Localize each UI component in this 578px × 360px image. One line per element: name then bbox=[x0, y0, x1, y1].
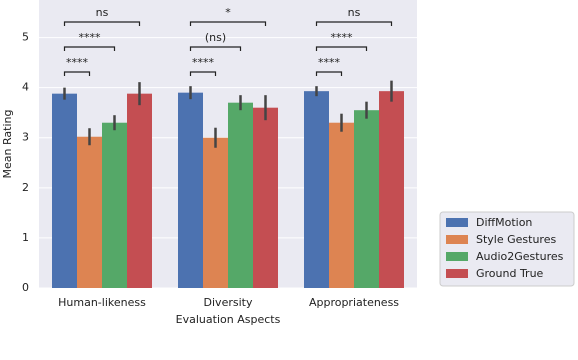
bar bbox=[102, 122, 127, 288]
legend-swatch bbox=[446, 235, 468, 244]
significance-bracket bbox=[315, 46, 368, 51]
significance-bracket bbox=[315, 71, 343, 76]
bar bbox=[203, 137, 228, 288]
x-tick-label: Diversity bbox=[204, 296, 253, 309]
significance-bracket bbox=[315, 21, 393, 26]
bar bbox=[178, 92, 203, 289]
significance-label: **** bbox=[192, 56, 215, 69]
x-axis-label: Evaluation Aspects bbox=[176, 313, 281, 326]
significance-label: **** bbox=[318, 56, 341, 69]
x-tick-label: Human-likeness bbox=[58, 296, 146, 309]
legend-label: Ground True bbox=[476, 267, 544, 280]
significance-label: ns bbox=[348, 6, 361, 19]
legend-swatch bbox=[446, 252, 468, 261]
significance-bracket bbox=[63, 46, 116, 51]
significance-bracket bbox=[189, 21, 267, 26]
y-tick-label: 2 bbox=[22, 181, 29, 194]
significance-label: **** bbox=[66, 56, 89, 69]
bar bbox=[52, 93, 77, 289]
legend-box bbox=[439, 211, 575, 287]
bar bbox=[379, 91, 404, 288]
y-tick-label: 3 bbox=[22, 131, 29, 144]
significance-bracket bbox=[63, 71, 91, 76]
bar bbox=[228, 102, 253, 289]
bar bbox=[253, 107, 278, 289]
significance-label: (ns) bbox=[205, 31, 226, 44]
legend-label: Style Gestures bbox=[476, 233, 556, 246]
significance-bracket bbox=[63, 21, 141, 26]
bar bbox=[127, 93, 152, 289]
legend-label: Audio2Gestures bbox=[476, 250, 564, 263]
x-tick-label: Appropriateness bbox=[309, 296, 399, 309]
y-tick-label: 5 bbox=[22, 31, 29, 44]
y-axis-label: Mean Rating bbox=[1, 110, 14, 179]
significance-label: * bbox=[225, 6, 231, 19]
legend-swatch bbox=[446, 269, 468, 278]
legend-swatch bbox=[446, 218, 468, 227]
bar bbox=[354, 110, 379, 288]
significance-bracket bbox=[189, 71, 217, 76]
significance-label: **** bbox=[79, 31, 102, 44]
bar bbox=[304, 91, 329, 288]
significance-label: ns bbox=[96, 6, 109, 19]
significance-label: **** bbox=[331, 31, 354, 44]
legend-label: DiffMotion bbox=[476, 216, 532, 229]
significance-bracket bbox=[189, 46, 242, 51]
y-tick-label: 4 bbox=[22, 81, 29, 94]
bar bbox=[329, 122, 354, 288]
y-tick-label: 0 bbox=[22, 281, 29, 294]
bar bbox=[77, 136, 102, 288]
y-tick-label: 1 bbox=[22, 231, 29, 244]
